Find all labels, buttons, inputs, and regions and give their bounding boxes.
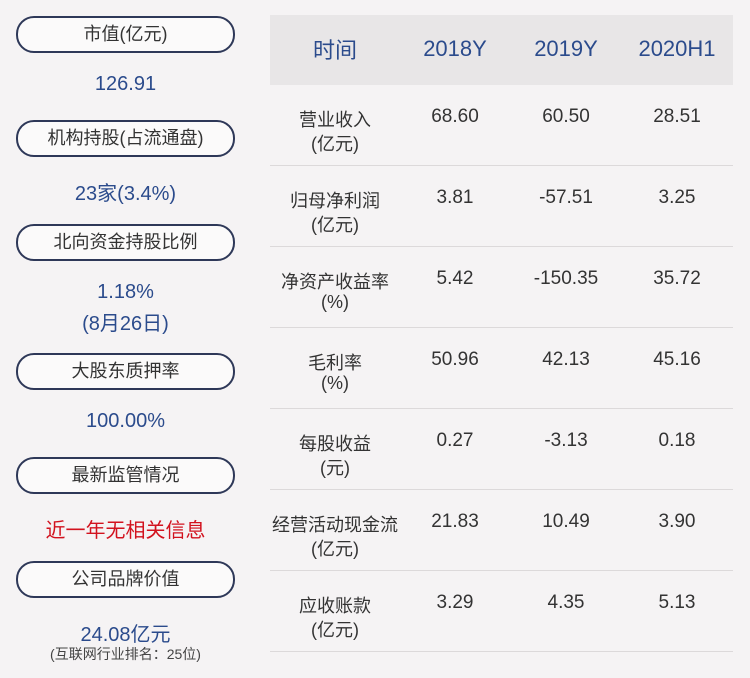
row-divider — [270, 165, 733, 166]
row-label: (亿元) — [311, 620, 359, 640]
row-value: 3.29 — [436, 592, 474, 613]
row-label: (%) — [321, 292, 349, 312]
row-value: 3.81 — [436, 187, 474, 208]
row-label: 营业收入 — [299, 110, 371, 130]
row-value: -3.13 — [544, 430, 588, 451]
row-divider — [270, 651, 733, 652]
row-divider — [270, 408, 733, 409]
row-value: 35.72 — [653, 268, 701, 289]
row-divider — [270, 246, 733, 247]
metric-value: 100.00% — [86, 410, 165, 432]
row-label: 每股收益 — [299, 434, 371, 454]
row-value: 10.49 — [542, 511, 590, 532]
row-label: (%) — [321, 373, 349, 393]
header-cell: 2020H1 — [638, 36, 716, 61]
header-cell: 时间 — [312, 38, 358, 63]
metric-note: (互联网行业排名：25位) — [50, 646, 201, 662]
metric-value: 近一年无相关信息 — [45, 520, 206, 542]
label-pill: 北向资金持股比例 — [16, 224, 235, 261]
metric-value: 24.08亿元 — [80, 624, 171, 646]
row-value: 3.25 — [658, 187, 696, 208]
label-pill: 大股东质押率 — [16, 353, 235, 390]
row-value: 0.18 — [658, 430, 696, 451]
row-value: 68.60 — [431, 106, 479, 127]
row-value: 4.35 — [547, 592, 585, 613]
row-divider — [270, 489, 733, 490]
metric-value: (8月26日) — [82, 313, 169, 335]
metric-value: 126.91 — [94, 73, 157, 95]
header-cell: 2018Y — [423, 36, 487, 61]
row-value: 3.90 — [658, 511, 696, 532]
row-value: 45.16 — [653, 349, 701, 370]
row-value: 50.96 — [431, 349, 479, 370]
label-pill: 机构持股(占流通盘) — [16, 120, 235, 157]
row-label: 经营活动现金流 — [272, 515, 398, 535]
row-value: -150.35 — [533, 268, 599, 289]
row-value: 21.83 — [431, 511, 479, 532]
row-divider — [270, 327, 733, 328]
row-label: 应收账款 — [299, 596, 371, 616]
row-value: 0.27 — [436, 430, 474, 451]
metric-value: 23家(3.4%) — [74, 183, 177, 205]
header-cell: 2019Y — [534, 36, 598, 61]
row-label: 归母净利润 — [290, 191, 380, 211]
row-label: (亿元) — [311, 134, 359, 154]
table-header: 时间 2018Y 2019Y 2020H1 — [270, 15, 733, 85]
label-pill: 市值(亿元) — [16, 16, 235, 53]
row-value: 5.13 — [658, 592, 696, 613]
row-value: 5.42 — [436, 268, 474, 289]
row-label: (元) — [320, 458, 350, 478]
metric-value: 1.18% — [97, 281, 154, 303]
row-label: (亿元) — [311, 539, 359, 559]
row-value: -57.51 — [539, 187, 593, 208]
label-pill: 最新监管情况 — [16, 457, 235, 494]
row-label: 毛利率 — [308, 353, 362, 373]
row-value: 60.50 — [542, 106, 590, 127]
row-label: (亿元) — [311, 215, 359, 235]
row-divider — [270, 570, 733, 571]
row-label: 净资产收益率 — [281, 272, 389, 292]
row-value: 42.13 — [542, 349, 590, 370]
label-pill: 公司品牌价值 — [16, 561, 235, 598]
row-value: 28.51 — [653, 106, 701, 127]
